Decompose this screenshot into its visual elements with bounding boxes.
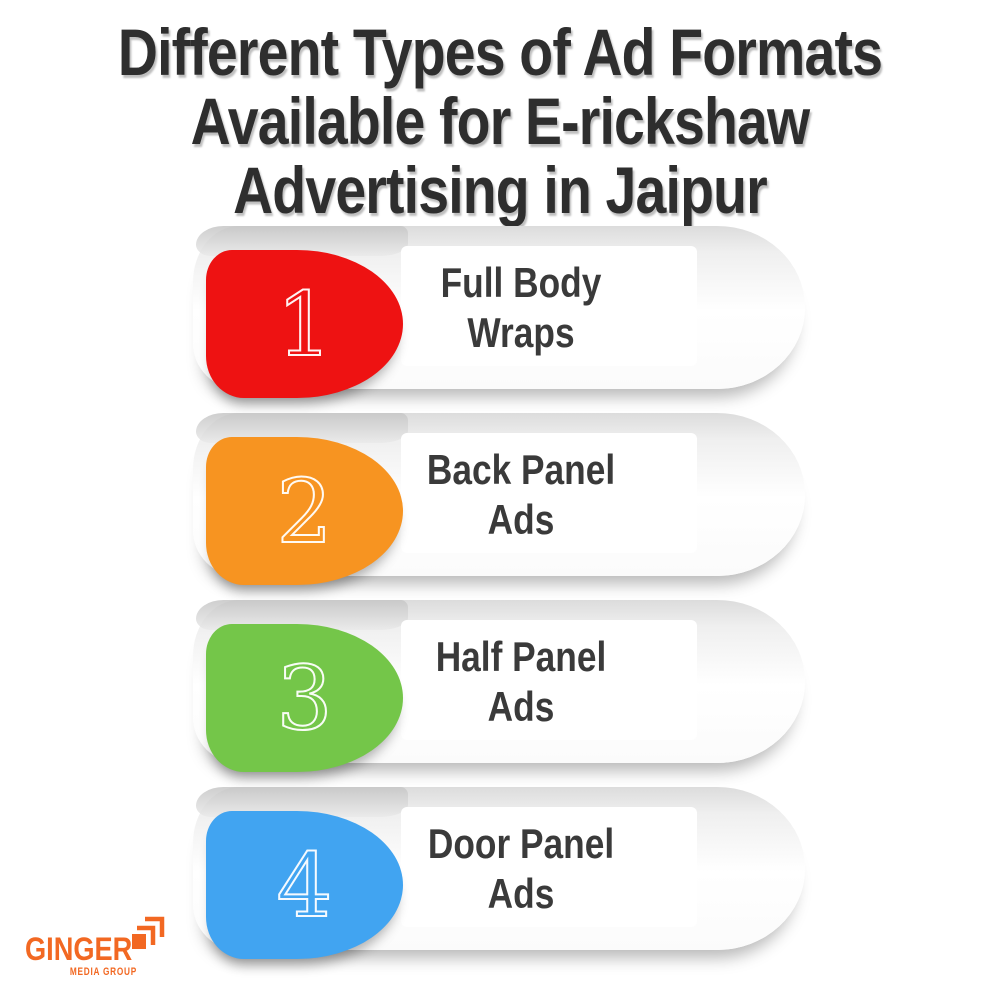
item-label-line: Ads <box>487 683 555 730</box>
item-label: Door Panel Ads <box>380 811 662 927</box>
logo-steps-icon <box>132 916 165 949</box>
item-number: 2 <box>276 460 334 563</box>
list-item: Door Panel Ads 4 <box>193 787 805 969</box>
title-line-3: Advertising in Jaipur <box>233 153 768 227</box>
label-card <box>401 620 697 740</box>
item-label: Back Panel Ads <box>380 437 662 553</box>
logo: GINGER MEDIA GROUP <box>25 915 175 987</box>
item-label: Half Panel Ads <box>380 624 662 740</box>
list-item: Back Panel Ads 2 <box>193 413 805 595</box>
item-number: 4 <box>276 834 334 937</box>
title-line-1: Different Types of Ad Formats <box>117 15 883 89</box>
item-label-line: Door Panel <box>427 820 615 867</box>
label-card <box>401 246 697 366</box>
item-label-line: Ads <box>487 496 555 543</box>
label-card <box>401 807 697 927</box>
logo-name: GINGER <box>25 931 133 967</box>
item-label: Full Body Wraps <box>380 250 662 366</box>
number-blob: 3 <box>206 624 403 772</box>
item-label-line: Ads <box>487 870 555 917</box>
page-title: Different Types of Ad Formats Available … <box>80 18 920 225</box>
logo-tagline: MEDIA GROUP <box>69 966 137 978</box>
list-item: Half Panel Ads 3 <box>193 600 805 782</box>
list-item: Full Body Wraps 1 <box>193 226 805 408</box>
number-blob: 2 <box>206 437 403 585</box>
item-number: 3 <box>276 647 334 750</box>
item-label-line: Full Body <box>440 259 602 306</box>
item-label-line: Half Panel <box>435 633 607 680</box>
item-number: 1 <box>276 273 334 376</box>
title-line-2: Available for E-rickshaw <box>190 84 811 158</box>
number-blob: 4 <box>206 811 403 959</box>
number-blob: 1 <box>206 250 403 398</box>
item-label-line: Wraps <box>467 309 575 356</box>
label-card <box>401 433 697 553</box>
item-label-line: Back Panel <box>426 446 616 493</box>
